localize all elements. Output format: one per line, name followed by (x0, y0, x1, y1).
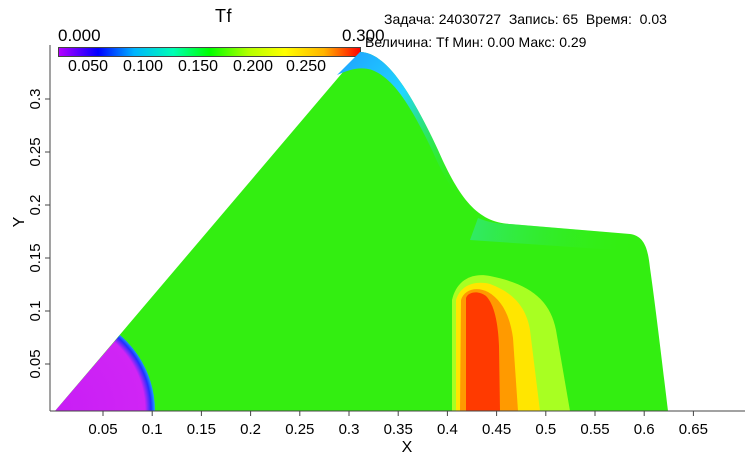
x-tick-label: 0.45 (482, 421, 511, 438)
x-tick-label: 0.6 (634, 421, 655, 438)
legend-tick-label: 0.050 (67, 58, 109, 75)
legend-title: Tf (215, 6, 232, 26)
info-task-line: Задача: 24030727 Запись: 65 Время: 0.03 (384, 11, 667, 27)
legend-tick-label: 0.150 (177, 58, 219, 75)
x-tick-label: 0.5 (535, 421, 556, 438)
y-axis-ticks: 0.05 0.1 0.15 0.2 0.25 0.3 (27, 89, 50, 379)
cool-region (337, 52, 472, 210)
y-tick-label: 0.05 (27, 349, 44, 378)
x-tick-label: 0.4 (437, 421, 458, 438)
x-axis-ticks: 0.05 0.1 0.15 0.2 0.25 0.3 0.35 0.4 0.45 0.5 0.55 0… (88, 411, 708, 438)
core-region (55, 335, 155, 411)
legend-min-label: 0.000 (58, 26, 101, 45)
hot-band-red (466, 292, 500, 411)
x-tick-label: 0.25 (285, 421, 314, 438)
y-tick-label: 0.2 (27, 195, 44, 216)
y-axis-label: Y (11, 216, 28, 227)
y-tick-label: 0.15 (27, 243, 44, 272)
x-tick-label: 0.15 (187, 421, 216, 438)
legend-tick-label: 0.100 (122, 58, 164, 75)
legend-max-label: 0.300 (342, 26, 385, 45)
x-tick-label: 0.35 (384, 421, 413, 438)
y-tick-label: 0.1 (27, 301, 44, 322)
x-tick-label: 0.65 (679, 421, 708, 438)
y-tick-label: 0.25 (27, 137, 44, 166)
x-tick-label: 0.2 (240, 421, 261, 438)
x-tick-label: 0.3 (339, 421, 360, 438)
color-scale-bar (58, 47, 361, 57)
shelf-tint (470, 218, 646, 252)
x-tick-label: 0.55 (580, 421, 609, 438)
legend-tick-label: 0.200 (232, 58, 274, 75)
info-quantity-line: Величина: Tf Мин: 0.00 Макс: 0.29 (365, 34, 587, 50)
legend-tick-label: 0.250 (285, 58, 327, 75)
y-tick-label: 0.3 (27, 89, 44, 110)
x-tick-label: 0.1 (142, 421, 163, 438)
x-axis-label: X (402, 439, 413, 455)
legend-tick-labels: 0.050 0.100 0.150 0.200 0.250 (68, 58, 326, 166)
x-tick-label: 0.05 (88, 421, 117, 438)
